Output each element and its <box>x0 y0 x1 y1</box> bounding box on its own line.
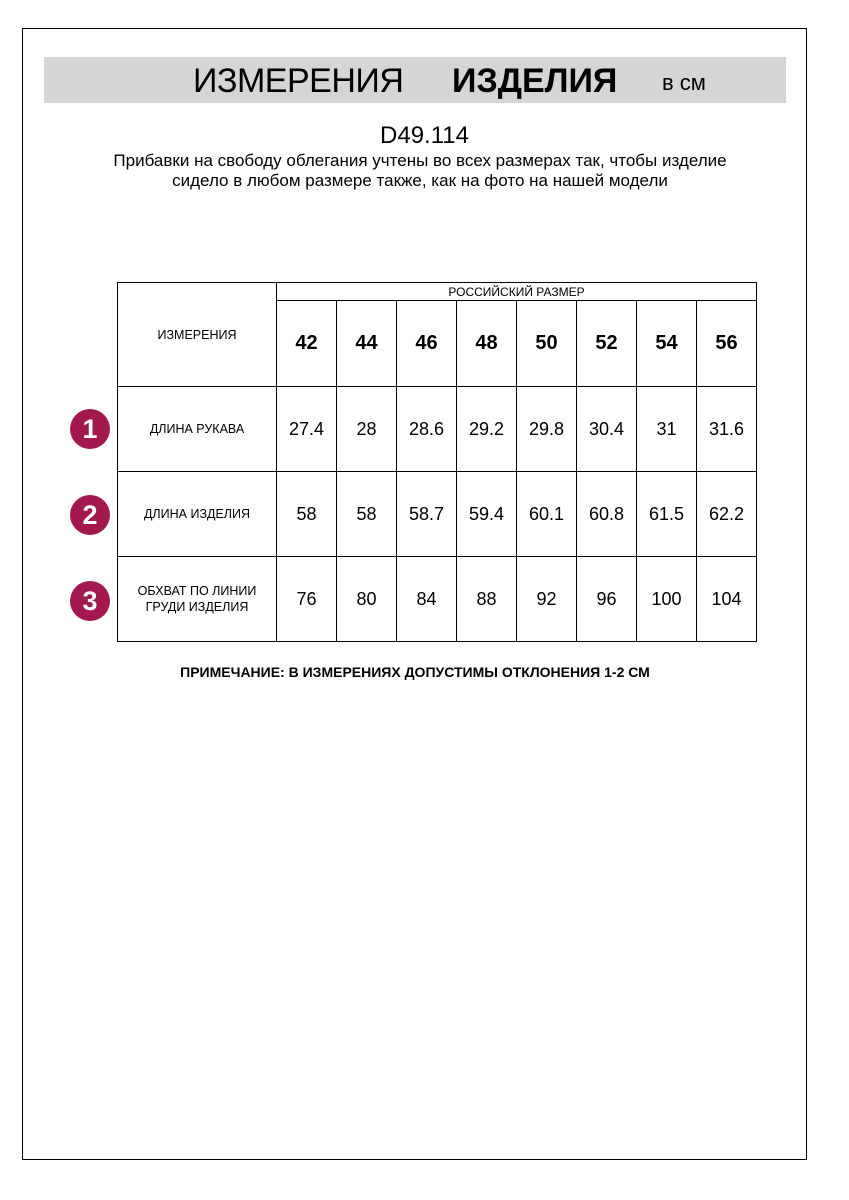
page-frame <box>22 28 807 1160</box>
measurement-value: 76 <box>276 556 337 642</box>
row-number-badge: 2 <box>70 495 110 535</box>
measurement-label: ОБХВАТ ПО ЛИНИИ ГРУДИ ИЗДЕЛИЯ <box>117 556 277 642</box>
measurement-value: 104 <box>696 556 757 642</box>
size-header: 52 <box>576 300 637 387</box>
measurement-label: ДЛИНА ИЗДЕЛИЯ <box>117 471 277 557</box>
product-code: D49.114 <box>380 122 469 149</box>
row-number-badge: 3 <box>70 581 110 621</box>
measurement-value: 100 <box>636 556 697 642</box>
size-header: 56 <box>696 300 757 387</box>
measurement-value: 58 <box>276 471 337 557</box>
description: Прибавки на свободу облегания учтены во … <box>113 151 727 190</box>
note: ПРИМЕЧАНИЕ: В ИЗМЕРЕНИЯХ ДОПУСТИМЫ ОТКЛО… <box>180 664 650 680</box>
measurement-value: 84 <box>396 556 457 642</box>
table-row: ОБХВАТ ПО ЛИНИИ ГРУДИ ИЗДЕЛИЯ 76 80 84 88 92 9… <box>117 556 757 642</box>
size-header: 54 <box>636 300 697 387</box>
title-unit: в см <box>662 70 706 95</box>
size-table: ИЗМЕРЕНИЯ РОССИЙСКИЙ РАЗМЕР 42 44 46 48 50 52… <box>117 282 757 642</box>
measurement-label: ДЛИНА РУКАВА <box>117 386 277 472</box>
measurement-value: 62.2 <box>696 471 757 557</box>
measurement-value: 31 <box>636 386 697 472</box>
size-header: 44 <box>336 300 397 387</box>
measurements-header: ИЗМЕРЕНИЯ <box>117 282 277 387</box>
measurement-value: 96 <box>576 556 637 642</box>
measurement-value: 58.7 <box>396 471 457 557</box>
table-row: ДЛИНА ИЗДЕЛИЯ 58 58 58.7 59.4 60.1 60.8 61.5 62.… <box>117 471 757 557</box>
measurement-value: 60.8 <box>576 471 637 557</box>
size-header: 46 <box>396 300 457 387</box>
title-regular: ИЗМЕРЕНИЯ <box>193 62 404 100</box>
size-group-header: РОССИЙСКИЙ РАЗМЕР <box>276 282 757 301</box>
table-row: ДЛИНА РУКАВА 27.4 28 28.6 29.2 29.8 30.4 31 31.6 <box>117 386 757 472</box>
title-banner <box>44 57 786 103</box>
measurement-value: 29.8 <box>516 386 577 472</box>
size-header: 42 <box>276 300 337 387</box>
measurement-value: 28 <box>336 386 397 472</box>
measurement-value: 80 <box>336 556 397 642</box>
title-bold: ИЗДЕЛИЯ <box>452 62 618 100</box>
measurement-value: 28.6 <box>396 386 457 472</box>
size-header: 48 <box>456 300 517 387</box>
measurement-value: 59.4 <box>456 471 517 557</box>
row-number-badge: 1 <box>70 409 110 449</box>
measurement-value: 30.4 <box>576 386 637 472</box>
measurement-value: 31.6 <box>696 386 757 472</box>
measurement-value: 58 <box>336 471 397 557</box>
measurement-value: 88 <box>456 556 517 642</box>
measurement-value: 27.4 <box>276 386 337 472</box>
measurement-value: 60.1 <box>516 471 577 557</box>
measurement-value: 92 <box>516 556 577 642</box>
measurement-value: 29.2 <box>456 386 517 472</box>
measurement-value: 61.5 <box>636 471 697 557</box>
size-header: 50 <box>516 300 577 387</box>
